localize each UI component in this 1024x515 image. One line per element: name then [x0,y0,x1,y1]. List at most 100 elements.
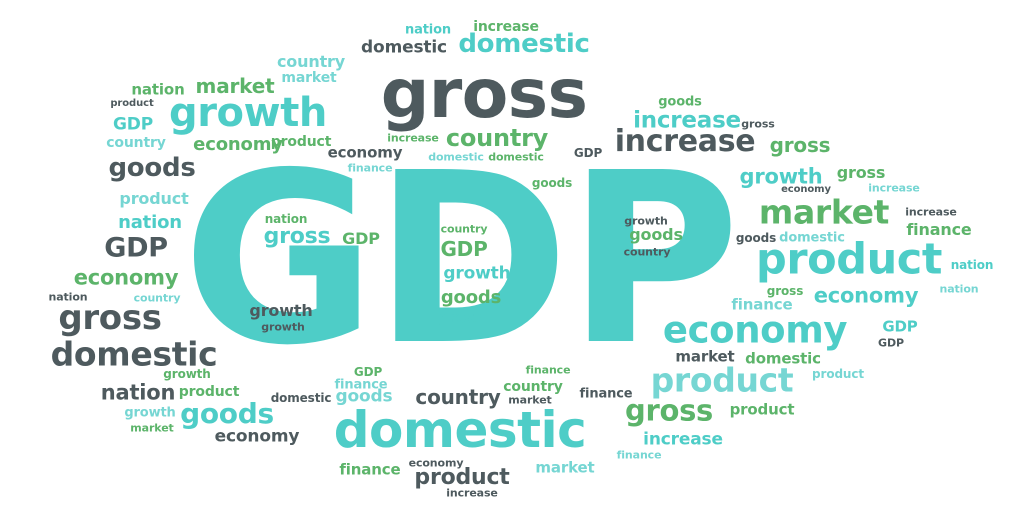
cloud-word: product [650,360,794,400]
cloud-word: finance [731,295,793,314]
cloud-word: growth [739,164,823,189]
cloud-word: growth [261,320,305,334]
cloud-word: goods [335,386,393,407]
cloud-word: nation [950,258,994,272]
cloud-word: nation [118,212,182,233]
cloud-word: country [445,124,549,152]
cloud-word: growth [249,301,313,320]
cloud-word: gross [263,224,331,249]
cloud-main-word: GDP [182,122,740,397]
cloud-word: domestic [50,334,218,374]
cloud-word: goods [108,153,196,183]
cloud-word: economy [73,265,179,290]
cloud-word: product [729,400,795,419]
cloud-word: goods [531,176,573,190]
cloud-word: economy [813,283,919,308]
cloud-word: finance [339,460,401,479]
cloud-word: goods [629,225,683,244]
cloud-word: economy [327,143,403,162]
cloud-word: product [270,134,332,150]
cloud-word: product [414,465,510,490]
cloud-word: increase [643,429,723,450]
cloud-word: product [110,98,154,109]
cloud-word: goods [180,397,274,430]
cloud-word: domestic [270,391,332,405]
cloud-word: GDP [573,146,603,160]
cloud-word: market [758,192,890,232]
cloud-word: economy [214,426,300,447]
cloud-word: finance [525,363,571,377]
cloud-word: increase [473,19,539,35]
cloud-word: economy [193,134,283,155]
cloud-word: increase [446,486,498,500]
cloud-word: product [812,367,864,381]
cloud-word: economy [408,456,464,470]
cloud-word: nation [939,282,979,296]
cloud-word: country [623,245,671,259]
cloud-word: GDP [104,232,168,264]
cloud-word: growth [624,214,668,228]
cloud-word: increase [387,131,439,145]
cloud-word: gross [769,133,831,157]
cloud-word: nation [264,212,308,226]
cloud-word: finance [579,386,633,402]
cloud-word: increase [868,181,920,195]
cloud-word: increase [614,124,756,159]
cloud-word: gross [741,117,775,131]
cloud-word: goods [658,94,702,110]
cloud-word: country [133,291,181,305]
cloud-word: domestic [779,230,845,246]
cloud-word: GDP [112,114,154,135]
cloud-word: GDP [882,317,918,336]
cloud-word: gross [766,284,804,298]
cloud-word: country [440,222,488,236]
cloud-word: nation [100,380,176,405]
cloud-word: market [675,347,735,366]
cloud-word: domestic [333,401,587,459]
cloud-word: finance [616,448,662,462]
cloud-word: nation [48,290,88,304]
cloud-word: GDP [878,336,904,350]
cloud-word: market [281,70,337,86]
cloud-word: domestic [488,150,544,164]
cloud-word: product [178,384,240,400]
cloud-word: gross [58,298,162,338]
cloud-word: increase [905,205,957,219]
cloud-word: goods [735,231,777,245]
cloud-word: domestic [458,29,590,59]
cloud-word: gross [380,55,588,134]
cloud-word: country [106,135,166,151]
cloud-word: finance [906,220,972,239]
cloud-word: country [415,385,501,409]
cloud-word: market [130,421,174,435]
cloud-word: product [119,189,189,208]
cloud-word: market [508,393,552,407]
cloud-word: growth [169,90,327,136]
cloud-word: nation [131,80,185,99]
cloud-word: nation [404,22,452,38]
cloud-word: domestic [745,349,821,368]
cloud-word: growth [163,367,211,381]
cloud-word: product [756,234,942,285]
cloud-word: increase [633,107,741,134]
cloud-word: GDP [353,365,383,379]
cloud-word: economy [781,184,831,195]
cloud-word: goods [440,287,502,308]
cloud-word: finance [347,161,393,175]
cloud-word: gross [438,308,484,327]
cloud-word: country [276,52,346,71]
cloud-word: domestic [361,37,447,58]
cloud-word: GDP [342,229,380,248]
cloud-word: GDP [440,237,488,261]
cloud-word: market [535,458,595,477]
cloud-word: domestic [428,150,484,164]
cloud-word: gross [836,163,886,182]
cloud-word: finance [334,377,388,393]
cloud-word: gross [624,393,714,428]
cloud-word: market [195,74,275,98]
cloud-word: growth [443,263,511,284]
cloud-word: country [503,379,563,395]
cloud-word: growth [124,405,176,421]
cloud-word: economy [662,308,848,352]
